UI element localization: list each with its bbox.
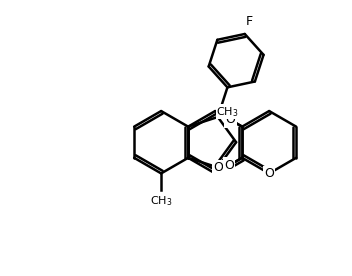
Text: O: O <box>226 113 235 126</box>
Text: O: O <box>213 161 223 174</box>
Text: CH$_3$: CH$_3$ <box>216 105 239 119</box>
Text: CH$_3$: CH$_3$ <box>150 194 172 208</box>
Text: O: O <box>264 167 274 180</box>
Text: O: O <box>224 159 234 172</box>
Text: F: F <box>245 15 252 28</box>
